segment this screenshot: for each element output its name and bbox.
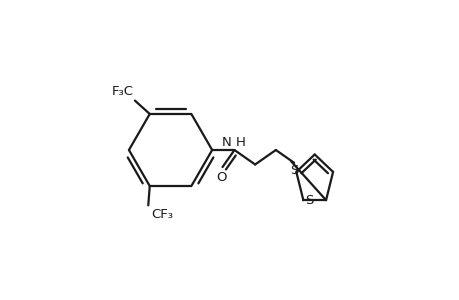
Text: S: S [304,194,313,207]
Text: F₃C: F₃C [111,85,133,98]
Text: H: H [235,136,245,148]
Text: CF₃: CF₃ [151,208,173,221]
Text: S: S [289,164,297,177]
Text: O: O [215,171,226,184]
Text: N: N [221,136,231,148]
